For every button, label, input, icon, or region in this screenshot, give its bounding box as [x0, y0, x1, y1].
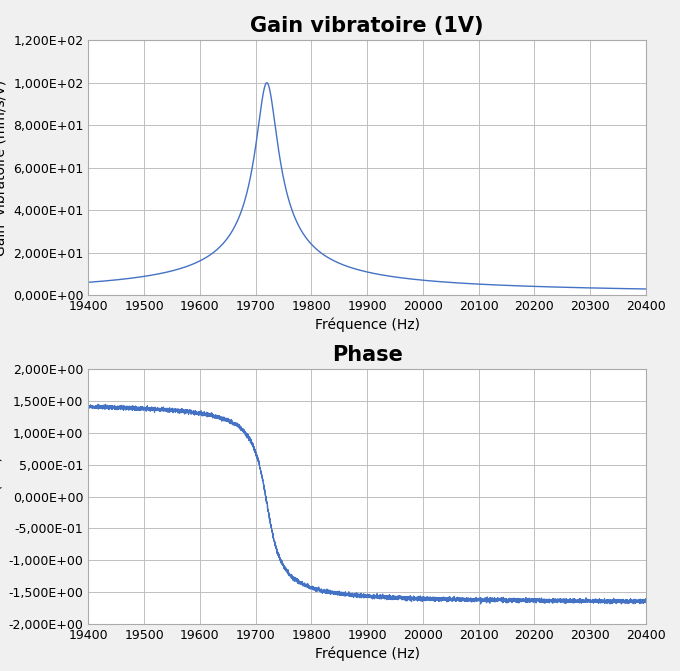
Title: Gain vibratoire (1V): Gain vibratoire (1V)	[250, 16, 484, 36]
Y-axis label: Phase (rad): Phase (rad)	[0, 456, 3, 537]
X-axis label: Fréquence (Hz): Fréquence (Hz)	[315, 646, 420, 660]
Y-axis label: Gain  vibratoire (mm/s/V): Gain vibratoire (mm/s/V)	[0, 80, 7, 256]
X-axis label: Fréquence (Hz): Fréquence (Hz)	[315, 317, 420, 331]
Title: Phase: Phase	[332, 345, 403, 365]
